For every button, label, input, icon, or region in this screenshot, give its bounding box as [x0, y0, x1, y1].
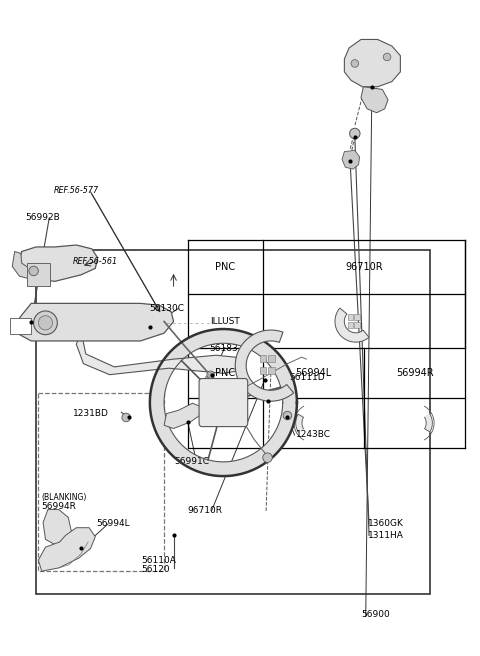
- Circle shape: [283, 411, 292, 420]
- Bar: [355, 322, 360, 327]
- Circle shape: [207, 371, 215, 379]
- Bar: [260, 356, 266, 362]
- Text: 1311HA: 1311HA: [368, 531, 404, 540]
- Text: 56994R: 56994R: [42, 502, 76, 511]
- Circle shape: [34, 311, 57, 335]
- Text: 1243BC: 1243BC: [296, 430, 331, 440]
- Text: 96710R: 96710R: [345, 262, 383, 272]
- Text: PNC: PNC: [215, 262, 235, 272]
- Circle shape: [122, 413, 131, 422]
- Polygon shape: [342, 150, 360, 169]
- Text: (BLANKING): (BLANKING): [42, 493, 87, 502]
- Text: 56994L: 56994L: [96, 520, 131, 528]
- Text: 96710R: 96710R: [188, 506, 223, 516]
- Polygon shape: [38, 527, 96, 571]
- Bar: [268, 367, 275, 374]
- Text: 56994R: 56994R: [396, 368, 433, 379]
- Polygon shape: [150, 329, 297, 476]
- Bar: [10, 318, 31, 335]
- Text: 1231BD: 1231BD: [73, 409, 109, 418]
- Circle shape: [384, 53, 391, 61]
- FancyBboxPatch shape: [199, 379, 248, 426]
- Circle shape: [29, 266, 38, 276]
- Bar: [260, 367, 266, 374]
- Bar: [26, 263, 50, 286]
- Polygon shape: [204, 377, 219, 392]
- Bar: [268, 356, 275, 362]
- Text: ILLUST: ILLUST: [210, 317, 240, 326]
- Text: 56900: 56900: [361, 610, 390, 619]
- Polygon shape: [76, 315, 245, 375]
- Text: REF.56-577: REF.56-577: [54, 186, 99, 195]
- Circle shape: [349, 129, 360, 138]
- Polygon shape: [235, 330, 294, 401]
- Text: 56994L: 56994L: [295, 368, 332, 379]
- Text: 56120: 56120: [141, 565, 170, 575]
- Polygon shape: [361, 87, 388, 113]
- Polygon shape: [43, 510, 72, 546]
- Bar: [348, 314, 353, 319]
- Circle shape: [233, 407, 247, 420]
- Text: 1360GK: 1360GK: [368, 520, 404, 528]
- Bar: [348, 322, 353, 327]
- Polygon shape: [344, 39, 400, 87]
- Polygon shape: [335, 308, 369, 342]
- Circle shape: [351, 60, 359, 68]
- Text: ILLUST: ILLUST: [210, 419, 240, 428]
- Text: PNC: PNC: [215, 368, 235, 379]
- Polygon shape: [164, 403, 202, 428]
- Text: REF.56-561: REF.56-561: [73, 257, 118, 266]
- Polygon shape: [425, 414, 432, 432]
- Polygon shape: [12, 251, 31, 279]
- Bar: [355, 314, 360, 319]
- Circle shape: [263, 453, 272, 462]
- Text: 56110A: 56110A: [141, 556, 176, 565]
- Polygon shape: [296, 414, 303, 432]
- Polygon shape: [19, 245, 97, 281]
- Polygon shape: [17, 303, 174, 341]
- Text: 56992B: 56992B: [25, 213, 60, 222]
- Circle shape: [38, 316, 53, 330]
- Circle shape: [210, 389, 237, 416]
- Text: 56130C: 56130C: [149, 304, 184, 313]
- Text: 56183: 56183: [209, 344, 238, 353]
- Text: 56111D: 56111D: [289, 373, 324, 382]
- Text: 56991C: 56991C: [175, 457, 210, 466]
